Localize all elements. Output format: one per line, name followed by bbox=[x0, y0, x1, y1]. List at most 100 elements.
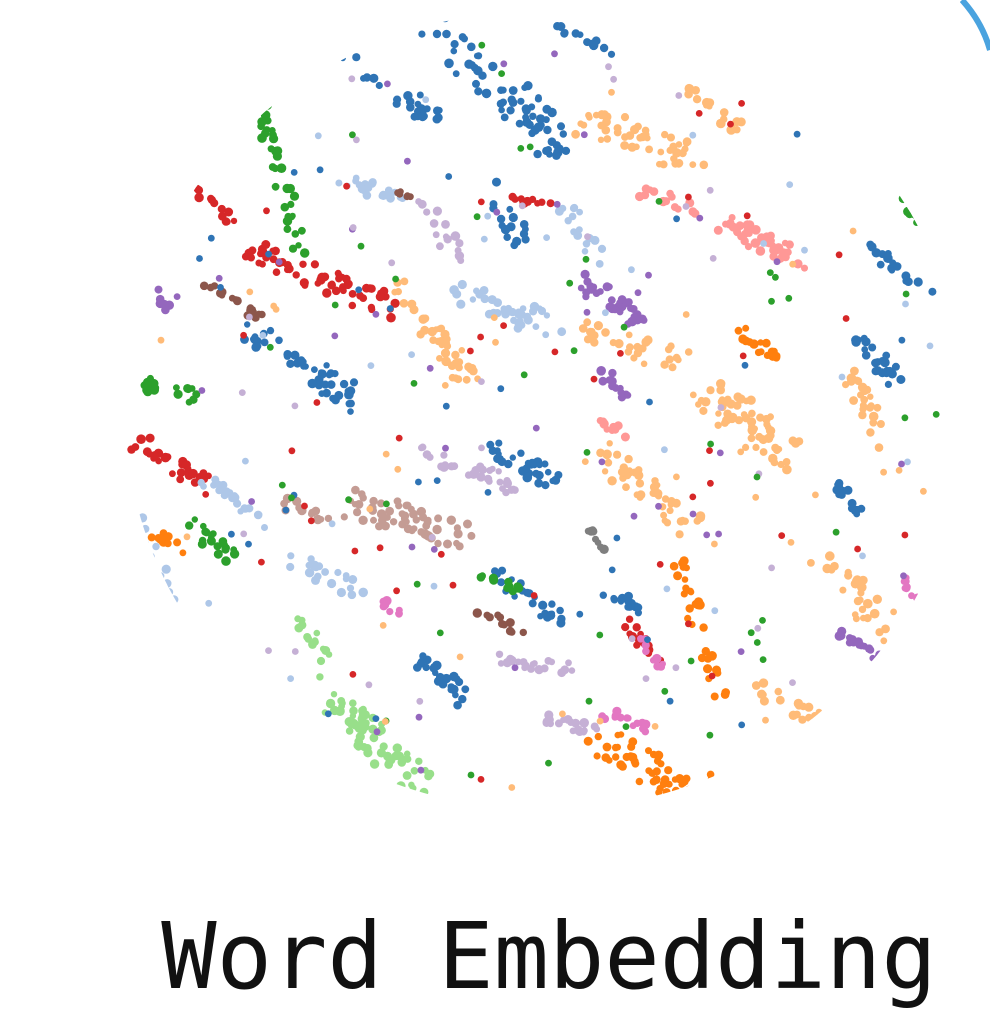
embedding-point-light-orange bbox=[620, 113, 630, 122]
embedding-point-green bbox=[289, 191, 300, 201]
embedding-point-orange bbox=[707, 775, 715, 782]
embedding-point-lavender bbox=[443, 235, 452, 244]
embedding-point-blue bbox=[481, 88, 492, 99]
embedding-point-blue bbox=[851, 335, 861, 345]
embedding-point-scatter bbox=[685, 193, 692, 201]
embedding-point-purple bbox=[608, 368, 617, 378]
embedding-point-scatter bbox=[752, 493, 760, 501]
embedding-point-light-blue bbox=[327, 578, 337, 589]
embedding-point-tan bbox=[409, 509, 418, 519]
embedding-point-pink bbox=[750, 238, 761, 248]
embedding-point-orange bbox=[680, 788, 690, 798]
embedding-point-scatter bbox=[656, 561, 664, 568]
embedding-point-brown bbox=[508, 628, 516, 636]
embedding-point-blue bbox=[429, 663, 439, 673]
embedding-point-lavender bbox=[447, 462, 456, 471]
embedding-point-scatter bbox=[672, 664, 680, 672]
embedding-point-blue bbox=[414, 100, 422, 108]
embedding-point-light-orange bbox=[714, 421, 722, 429]
embedding-point-scatter bbox=[898, 336, 906, 344]
embedding-point-light-blue bbox=[134, 529, 143, 539]
embedding-point-green bbox=[209, 530, 217, 538]
embedding-point-scatter bbox=[620, 323, 628, 331]
embedding-point-tan bbox=[455, 542, 464, 551]
embedding-point-tan bbox=[376, 509, 387, 519]
embedding-point-light-orange bbox=[681, 517, 689, 525]
embedding-point-tan bbox=[467, 531, 476, 540]
embedding-point-orange bbox=[708, 778, 717, 787]
embedding-point-blue bbox=[447, 683, 455, 691]
embedding-point-light-green bbox=[330, 691, 338, 698]
embedding-point-scatter bbox=[349, 131, 356, 139]
embedding-point-brown bbox=[519, 628, 527, 637]
embedding-point-light-orange bbox=[807, 559, 815, 567]
embedding-point-blue bbox=[339, 54, 346, 62]
embedding-point-scatter bbox=[628, 635, 636, 643]
embedding-point-tan bbox=[446, 515, 456, 525]
embedding-point-brown bbox=[210, 282, 219, 290]
embedding-point-lavender bbox=[478, 465, 487, 474]
embedding-point-light-orange bbox=[620, 141, 629, 150]
embedding-point-orange bbox=[712, 665, 721, 675]
embedding-point-blue bbox=[416, 91, 424, 99]
embedding-point-blue bbox=[546, 150, 553, 158]
embedding-point-green bbox=[927, 227, 935, 235]
embedding-point-light-blue bbox=[508, 307, 517, 317]
embedding-point-orange bbox=[147, 533, 156, 542]
embedding-point-pink bbox=[735, 221, 745, 231]
embedding-point-red bbox=[529, 195, 537, 203]
embedding-point-light-orange bbox=[860, 395, 869, 404]
embedding-point-blue bbox=[507, 95, 516, 104]
embedding-point-light-orange bbox=[437, 324, 446, 333]
embedding-point-scatter bbox=[708, 672, 716, 680]
embedding-point-light-orange bbox=[649, 489, 657, 497]
embedding-point-scatter bbox=[605, 63, 612, 71]
embedding-point-orange bbox=[655, 788, 663, 797]
embedding-point-light-orange bbox=[851, 576, 861, 586]
embedding-point-blue bbox=[410, 112, 419, 121]
embedding-point-scatter bbox=[768, 297, 775, 305]
embedding-point-red bbox=[292, 271, 300, 279]
embedding-point-lavender bbox=[529, 661, 537, 668]
embedding-point-light-blue bbox=[160, 584, 170, 593]
embedding-point-blue bbox=[587, 39, 596, 48]
embedding-point-light-orange bbox=[657, 148, 665, 156]
embedding-point-red bbox=[283, 261, 292, 270]
embedding-point-blue bbox=[442, 29, 451, 39]
embedding-point-scatter bbox=[696, 214, 704, 222]
embedding-point-orange bbox=[696, 800, 704, 808]
embedding-point-light-orange bbox=[715, 410, 722, 417]
embedding-point-red bbox=[517, 195, 525, 203]
embedding-point-blue bbox=[533, 122, 544, 132]
embedding-point-scatter bbox=[430, 546, 438, 553]
embedding-point-green bbox=[912, 212, 921, 221]
embedding-point-scatter bbox=[417, 766, 425, 774]
embedding-point-light-orange bbox=[668, 363, 677, 372]
embedding-point-light-green bbox=[402, 771, 412, 780]
embedding-point-blue bbox=[418, 30, 426, 38]
embedding-point-light-green bbox=[403, 750, 411, 758]
embedding-point-light-blue bbox=[457, 279, 467, 290]
embedding-point-orange bbox=[602, 742, 612, 752]
embedding-point-lavender bbox=[554, 719, 563, 728]
embedding-point-light-orange bbox=[597, 110, 607, 120]
embedding-point-light-green bbox=[325, 698, 336, 709]
embedding-point-light-orange bbox=[880, 637, 888, 645]
embedding-point-scatter bbox=[263, 207, 270, 215]
embedding-point-scatter bbox=[173, 293, 181, 300]
embedding-point-light-blue bbox=[501, 309, 510, 319]
embedding-point-scatter bbox=[689, 510, 697, 518]
embedding-point-pink bbox=[778, 252, 786, 261]
embedding-point-blue bbox=[352, 53, 361, 62]
embedding-point-light-blue bbox=[355, 181, 364, 189]
embedding-point-light-blue bbox=[321, 568, 329, 576]
embedding-point-scatter bbox=[898, 460, 905, 468]
embedding-point-blue bbox=[537, 613, 544, 620]
embedding-point-scatter bbox=[685, 620, 692, 628]
embedding-point-scatter bbox=[738, 721, 746, 729]
embedding-point-green bbox=[287, 200, 295, 208]
embedding-point-light-blue bbox=[139, 541, 147, 549]
embedding-point-blue bbox=[418, 112, 428, 122]
embedding-point-blue bbox=[521, 235, 530, 244]
embedding-point-light-orange bbox=[586, 114, 593, 121]
